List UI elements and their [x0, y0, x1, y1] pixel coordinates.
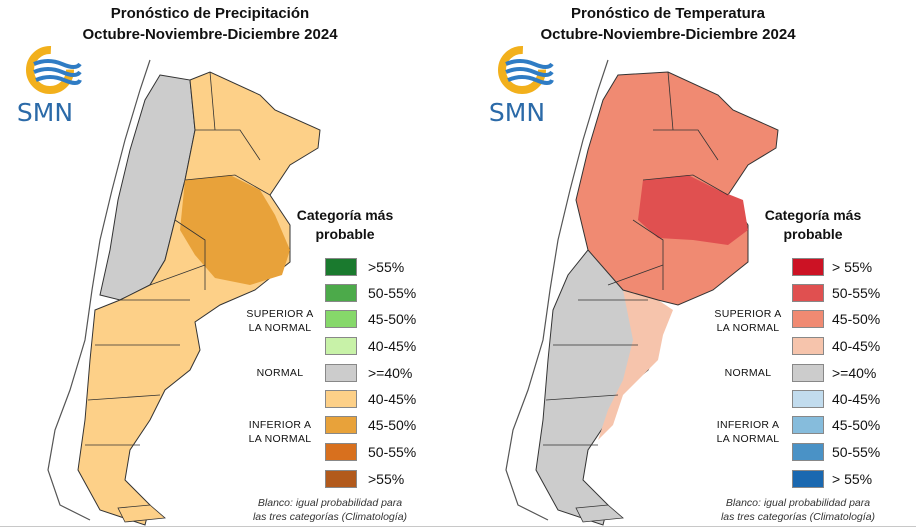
smn-logo-wave-2	[505, 67, 554, 77]
category-superior-line2: LA NORMAL	[248, 322, 312, 334]
legend-label: >55%	[368, 471, 405, 487]
province-borders	[85, 71, 271, 446]
smn-logo-ring	[498, 46, 546, 94]
temperature-map	[505, 59, 779, 526]
legend-title-line2: probable	[315, 226, 375, 242]
precipitation-legend-title: Categoría más probable	[290, 206, 400, 244]
temperature-legend-title: Categoría más probable	[758, 206, 868, 244]
legend-title-line2: probable	[783, 226, 843, 242]
category-superior: SUPERIOR A LA NORMAL	[698, 307, 798, 335]
precipitation-title: Pronóstico de Precipitación Octubre-Novi…	[0, 3, 420, 45]
temp-weak-region	[598, 290, 673, 440]
legend-label: 50-55%	[368, 444, 417, 460]
footnote-line1: Blanco: igual probabilidad para	[257, 497, 403, 509]
legend-label: >=40%	[832, 365, 877, 381]
temperature-title-line2: Octubre-Noviembre-Diciembre 2024	[540, 26, 796, 43]
category-inferior-line1: INFERIOR A	[248, 419, 312, 431]
legend-swatch	[792, 390, 824, 408]
bottom-divider	[0, 526, 916, 527]
category-normal: NORMAL	[724, 367, 772, 379]
precip-strong-region	[180, 175, 290, 285]
footnote-line1: Blanco: igual probabilidad para	[725, 497, 871, 509]
category-inferior-line2: LA NORMAL	[716, 433, 780, 445]
legend-label: 50-55%	[832, 285, 881, 301]
legend-label: 45-50%	[368, 417, 417, 433]
smn-logo-wave-1	[505, 59, 554, 69]
category-superior: SUPERIOR A LA NORMAL	[230, 307, 330, 335]
legend-swatch	[325, 364, 357, 382]
smn-logo-text: SMN	[488, 98, 546, 127]
legend-label: 40-45%	[832, 338, 881, 354]
smn-logo-text: SMN	[16, 98, 74, 127]
footnote-line2: las tres categorías (Climatología)	[720, 511, 876, 523]
legend-label: > 55%	[832, 471, 873, 487]
smn-logo-wave-3	[507, 75, 554, 85]
smn-logo	[498, 46, 554, 94]
temperature-footnote: Blanco: igual probabilidad para las tres…	[688, 496, 908, 524]
temp-strong-region	[638, 175, 748, 245]
legend-swatch	[792, 258, 824, 276]
legend-swatch	[325, 443, 357, 461]
category-superior-line1: SUPERIOR A	[714, 308, 782, 320]
precipitation-title-line2: Octubre-Noviembre-Diciembre 2024	[82, 26, 338, 43]
chile-coastline	[47, 59, 151, 521]
chile-coastline	[505, 59, 609, 521]
legend-swatch	[325, 470, 357, 488]
legend-label: 50-55%	[368, 285, 417, 301]
footnote-line2: las tres categorías (Climatología)	[252, 511, 408, 523]
category-inferior: INFERIOR A LA NORMAL	[230, 418, 330, 446]
tierra-del-fuego	[575, 504, 624, 523]
legend-swatch	[792, 337, 824, 355]
smn-logo-wave-2	[33, 67, 82, 77]
precipitation-footnote: Blanco: igual probabilidad para las tres…	[220, 496, 440, 524]
argentina-below-normal-region	[77, 71, 321, 526]
legend-swatch	[325, 337, 357, 355]
tierra-del-fuego	[117, 504, 166, 523]
legend-title-line1: Categoría más	[296, 207, 394, 223]
legend-swatch	[792, 416, 824, 434]
province-borders	[543, 71, 729, 446]
legend-label: >55%	[368, 259, 405, 275]
temperature-title: Pronóstico de Temperatura Octubre-Noviem…	[458, 3, 878, 45]
category-superior-line2: LA NORMAL	[716, 322, 780, 334]
legend-swatch	[325, 390, 357, 408]
legend-swatch	[325, 310, 357, 328]
smn-logo-ring	[26, 46, 74, 94]
temperature-title-line1: Pronóstico de Temperatura	[571, 5, 765, 22]
precipitation-panel: Pronóstico de Precipitación Octubre-Novi…	[0, 3, 440, 526]
legend-swatch	[792, 310, 824, 328]
smn-logo-wave-3	[35, 75, 82, 85]
legend-label: 40-45%	[368, 391, 417, 407]
legend-label: 45-50%	[832, 311, 881, 327]
legend-label: 45-50%	[368, 311, 417, 327]
legend-label: > 55%	[832, 259, 873, 275]
legend-swatch	[792, 443, 824, 461]
legend-label: 40-45%	[832, 391, 881, 407]
temperature-panel: Pronóstico de Temperatura Octubre-Noviem…	[458, 0, 916, 532]
legend-swatch	[325, 258, 357, 276]
legend-swatch	[792, 364, 824, 382]
legend-label: 45-50%	[832, 417, 881, 433]
category-inferior-line1: INFERIOR A	[716, 419, 780, 431]
precipitation-title-line1: Pronóstico de Precipitación	[110, 5, 310, 22]
precipitation-map	[47, 59, 321, 526]
legend-label: 50-55%	[832, 444, 881, 460]
smn-logo-wave-1	[33, 59, 82, 69]
category-normal: NORMAL	[256, 367, 304, 379]
legend-swatch	[792, 284, 824, 302]
legend-swatch	[325, 416, 357, 434]
category-superior-line1: SUPERIOR A	[246, 308, 314, 320]
legend-swatch	[792, 470, 824, 488]
smn-logo	[26, 46, 82, 94]
legend-label: 40-45%	[368, 338, 417, 354]
legend-label: >=40%	[368, 365, 413, 381]
category-inferior-line2: LA NORMAL	[248, 433, 312, 445]
legend-title-line1: Categoría más	[764, 207, 862, 223]
category-inferior: INFERIOR A LA NORMAL	[698, 418, 798, 446]
legend-swatch	[325, 284, 357, 302]
